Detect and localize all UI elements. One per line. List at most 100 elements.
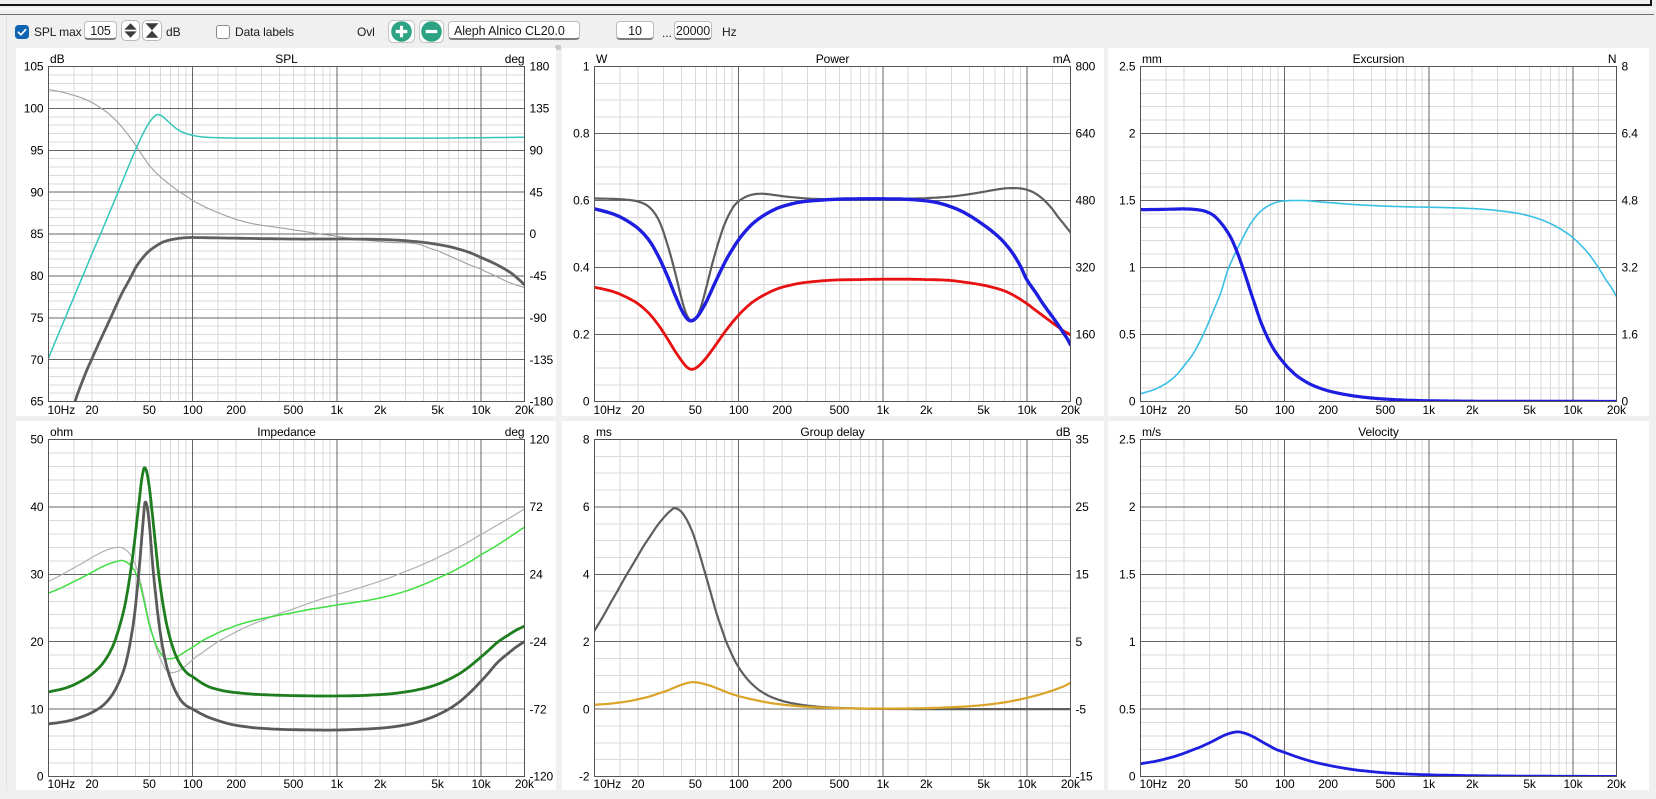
svg-text:200: 200 [1318,403,1338,416]
svg-text:50: 50 [143,403,157,416]
svg-text:4: 4 [583,568,590,582]
svg-text:deg: deg [505,52,525,66]
svg-text:20k: 20k [515,777,535,790]
svg-text:1k: 1k [877,403,891,416]
svg-text:8: 8 [1622,60,1629,74]
svg-text:10Hz: 10Hz [1140,403,1168,416]
svg-text:3.2: 3.2 [1622,261,1639,275]
svg-text:0: 0 [37,770,44,784]
svg-text:1k: 1k [1423,777,1437,790]
svg-text:Velocity: Velocity [1358,425,1399,439]
svg-text:800: 800 [1076,60,1096,74]
svg-text:mm: mm [1142,52,1162,66]
svg-text:m/s: m/s [1142,425,1161,439]
svg-text:20k: 20k [1061,777,1081,790]
svg-text:2: 2 [583,635,590,649]
svg-text:20k: 20k [515,403,535,416]
svg-text:10Hz: 10Hz [48,777,76,790]
svg-text:5k: 5k [977,403,991,416]
svg-text:dB: dB [50,52,65,66]
svg-text:50: 50 [689,777,703,790]
svg-text:-24: -24 [530,635,547,649]
svg-text:ms: ms [596,425,612,439]
svg-text:35: 35 [1076,433,1090,447]
svg-text:10k: 10k [1017,403,1037,416]
svg-text:2.5: 2.5 [1119,60,1136,74]
svg-text:70: 70 [30,353,44,367]
svg-text:100: 100 [183,777,203,790]
svg-text:6.4: 6.4 [1622,127,1639,141]
svg-text:-120: -120 [530,770,554,784]
svg-text:N: N [1608,52,1617,66]
svg-text:W: W [596,52,608,66]
svg-text:10Hz: 10Hz [1140,777,1168,790]
svg-text:10Hz: 10Hz [48,403,76,416]
svg-text:0: 0 [1129,770,1136,784]
svg-text:100: 100 [183,403,203,416]
svg-text:200: 200 [226,403,246,416]
svg-text:45: 45 [530,185,544,199]
svg-text:15: 15 [1076,568,1090,582]
svg-text:2: 2 [1129,127,1136,141]
svg-text:-90: -90 [530,311,547,325]
svg-text:0.5: 0.5 [1119,702,1136,716]
svg-text:1.5: 1.5 [1119,568,1136,582]
svg-text:2k: 2k [920,403,934,416]
svg-text:20: 20 [631,777,645,790]
svg-text:-2: -2 [579,770,590,784]
svg-text:-72: -72 [530,702,547,716]
svg-text:0.8: 0.8 [573,127,590,141]
svg-text:20: 20 [1177,403,1191,416]
svg-text:500: 500 [284,403,304,416]
svg-text:0: 0 [583,395,590,409]
svg-text:2k: 2k [1466,777,1480,790]
svg-text:1k: 1k [1423,403,1437,416]
svg-text:0.4: 0.4 [573,261,590,275]
svg-text:20: 20 [1177,777,1191,790]
svg-text:1.5: 1.5 [1119,194,1136,208]
svg-text:40: 40 [30,500,44,514]
svg-text:0.5: 0.5 [1119,328,1136,342]
svg-text:1k: 1k [331,403,345,416]
svg-text:dB: dB [1056,425,1071,439]
svg-text:72: 72 [530,500,544,514]
svg-text:5: 5 [1076,635,1083,649]
svg-text:180: 180 [530,60,550,74]
svg-text:0: 0 [530,227,537,241]
svg-text:10k: 10k [1563,403,1583,416]
svg-text:24: 24 [530,568,544,582]
svg-text:90: 90 [530,144,544,158]
svg-text:20: 20 [30,635,44,649]
svg-text:10Hz: 10Hz [594,777,622,790]
svg-text:5k: 5k [431,777,445,790]
svg-text:10k: 10k [1563,777,1583,790]
svg-text:8: 8 [583,433,590,447]
svg-text:120: 120 [530,433,550,447]
svg-text:200: 200 [1318,777,1338,790]
svg-text:500: 500 [1376,403,1396,416]
svg-text:1: 1 [583,60,590,74]
svg-text:2.5: 2.5 [1119,433,1136,447]
svg-text:2k: 2k [1466,403,1480,416]
svg-text:Excursion: Excursion [1353,52,1405,66]
svg-text:135: 135 [530,102,550,116]
svg-text:160: 160 [1076,328,1096,342]
svg-text:-15: -15 [1076,770,1093,784]
svg-text:mA: mA [1053,52,1071,66]
svg-text:Impedance: Impedance [257,425,316,439]
svg-text:5k: 5k [431,403,445,416]
svg-text:6: 6 [583,500,590,514]
svg-text:20: 20 [85,777,99,790]
svg-text:-135: -135 [530,353,554,367]
svg-text:65: 65 [30,395,44,409]
svg-text:0: 0 [583,702,590,716]
svg-text:10k: 10k [1017,777,1037,790]
svg-text:100: 100 [1275,777,1295,790]
svg-text:85: 85 [30,227,44,241]
svg-text:25: 25 [1076,500,1090,514]
svg-text:0: 0 [1129,395,1136,409]
svg-text:ohm: ohm [50,425,73,439]
svg-text:2k: 2k [920,777,934,790]
svg-text:0.6: 0.6 [573,194,590,208]
svg-text:480: 480 [1076,194,1096,208]
